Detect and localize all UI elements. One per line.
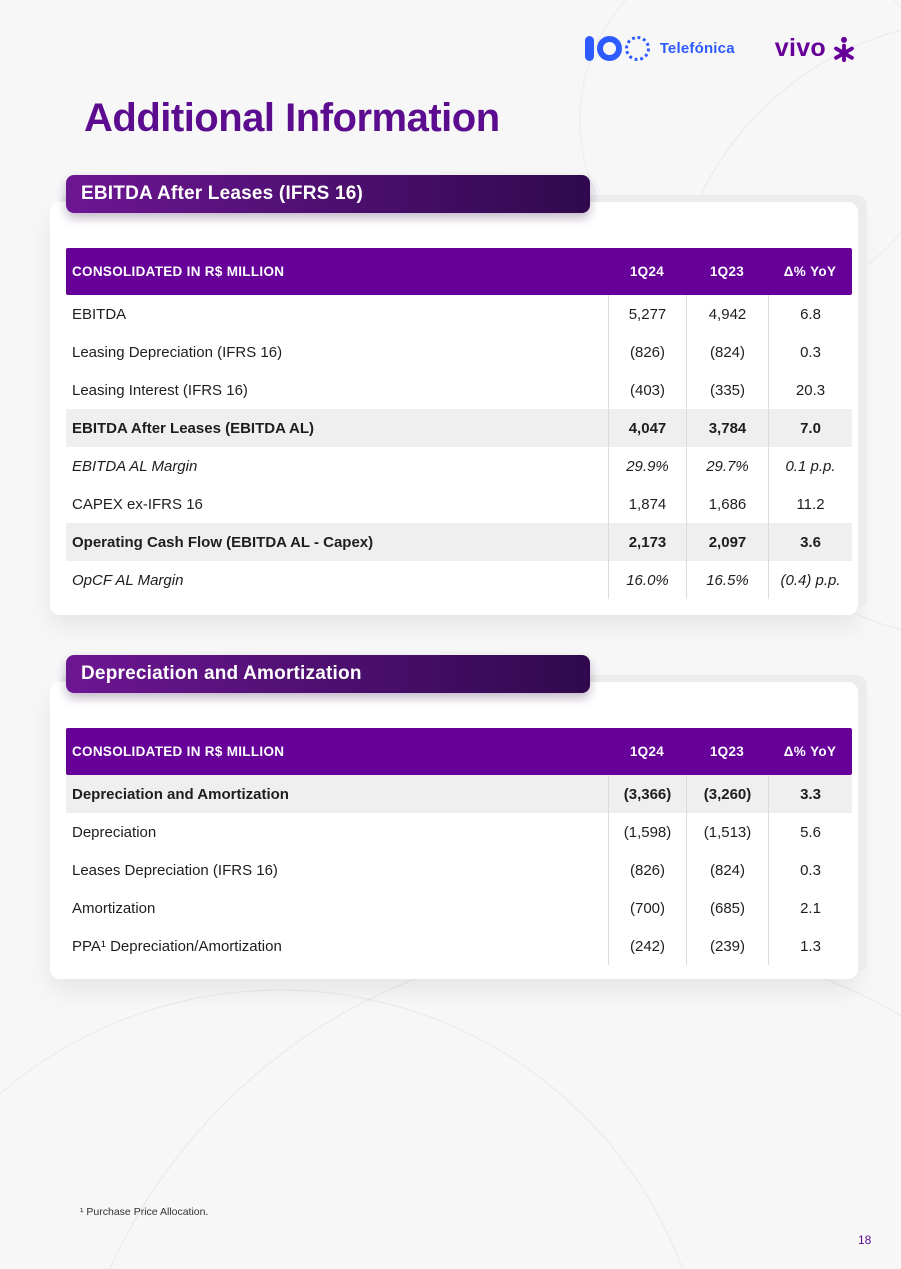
cell-value: (1,598) [608,813,686,851]
cell-value: 0.1 p.p. [768,447,852,485]
table-row: Operating Cash Flow (EBITDA AL - Capex) 2… [66,523,852,561]
cell-value: 1,874 [608,485,686,523]
cell-value: (3,366) [608,775,686,813]
cell-value: 5,277 [608,295,686,333]
row-label: EBITDA AL Margin [72,457,198,475]
ebitda-after-leases-table: CONSOLIDATED IN R$ MILLION 1Q24 1Q23 Δ% YoY… [66,248,852,599]
footnote: ¹ Purchase Price Allocation. [80,1206,209,1218]
row-label: Leases Depreciation (IFRS 16) [72,861,278,879]
row-label: EBITDA [72,305,127,323]
row-label: EBITDA After Leases (EBITDA AL) [72,419,314,437]
cell-value: (239) [686,927,768,965]
row-label: Leasing Interest (IFRS 16) [72,381,248,399]
cell-value: 11.2 [768,485,852,523]
cell-value: 29.7% [686,447,768,485]
cell-value: (335) [686,371,768,409]
cell-value: 0.3 [768,851,852,889]
banner-label: EBITDA After Leases (IFRS 16) [81,183,364,204]
vivo-person-icon [834,36,854,62]
cell-value: (826) [608,333,686,371]
cell-value: 20.3 [768,371,852,409]
cell-value: 1.3 [768,927,852,965]
telefonica-zero-solid [596,36,622,61]
cell-value: 1,686 [686,485,768,523]
row-label: PPA¹ Depreciation/Amortization [72,937,282,955]
column-header: CONSOLIDATED IN R$ MILLION [72,264,285,279]
ebitda-after-leases-card: CONSOLIDATED IN R$ MILLION 1Q24 1Q23 Δ% YoY… [50,202,858,615]
column-header: Δ% YoY [783,264,837,279]
cell-value: (0.4) p.p. [768,561,852,599]
cell-value: 16.5% [686,561,768,599]
row-label: Amortization [72,899,156,917]
column-header: 1Q24 [629,744,665,759]
cell-value: 4,942 [686,295,768,333]
table-row: OpCF AL Margin 16.0% 16.5% (0.4) p.p. [66,561,852,599]
cell-value: 0.3 [768,333,852,371]
table-row: Leasing Interest (IFRS 16) (403) (335) 20.3 [66,371,852,409]
cell-value: 3.3 [768,775,852,813]
telefonica-zero-dotted [624,36,650,61]
cell-value: 2,173 [608,523,686,561]
cell-value: 4,047 [608,409,686,447]
table-row: EBITDA After Leases (EBITDA AL) 4,047 3,78… [66,409,852,447]
table-header-row: CONSOLIDATED IN R$ MILLION 1Q24 1Q23 Δ% YoY [66,248,852,295]
page-number: 18 [858,1233,872,1247]
cell-value: 29.9% [608,447,686,485]
cell-value: 5.6 [768,813,852,851]
telefonica-wordmark: Telefónica [659,40,735,57]
table-row: Depreciation (1,598) (1,513) 5.6 [66,813,852,851]
table-row: Depreciation and Amortization (3,366) (3,2… [66,775,852,813]
telefonica-digit-one [584,36,594,61]
cell-value: (700) [608,889,686,927]
table-row: CAPEX ex-IFRS 16 1,874 1,686 11.2 [66,485,852,523]
ebitda-after-leases-banner: EBITDA After Leases (IFRS 16) [66,175,590,213]
row-label: Leasing Depreciation (IFRS 16) [72,343,283,361]
column-header: CONSOLIDATED IN R$ MILLION [72,744,285,759]
telefonica-logo: Telefónica [584,36,735,61]
row-label: Operating Cash Flow (EBITDA AL - Capex) [72,533,374,551]
cell-value: (242) [608,927,686,965]
depreciation-amortization-table: CONSOLIDATED IN R$ MILLION 1Q24 1Q23 Δ% YoY… [66,728,852,965]
cell-value: (824) [686,851,768,889]
table-row: EBITDA AL Margin 29.9% 29.7% 0.1 p.p. [66,447,852,485]
depreciation-amortization-card: CONSOLIDATED IN R$ MILLION 1Q24 1Q23 Δ% YoY… [50,682,858,979]
table-row: Leasing Depreciation (IFRS 16) (826) (824)… [66,333,852,371]
cell-value: (403) [608,371,686,409]
header-logos: Telefónica vivo [584,34,857,63]
banner-label: Depreciation and Amortization [81,663,362,684]
cell-value: 3.6 [768,523,852,561]
table-header-row: CONSOLIDATED IN R$ MILLION 1Q24 1Q23 Δ% YoY [66,728,852,775]
cell-value: 3,784 [686,409,768,447]
vivo-wordmark: vivo [774,34,826,62]
cell-value: 2,097 [686,523,768,561]
cell-value: (1,513) [686,813,768,851]
cell-value: (3,260) [686,775,768,813]
page-title: Additional Information [84,96,500,140]
cell-value: 7.0 [768,409,852,447]
table-row: Amortization (700) (685) 2.1 [66,889,852,927]
cell-value: 16.0% [608,561,686,599]
table-row: EBITDA 5,277 4,942 6.8 [66,295,852,333]
row-label: CAPEX ex-IFRS 16 [72,495,203,513]
cell-value: (685) [686,889,768,927]
cell-value: (826) [608,851,686,889]
row-label: Depreciation and Amortization [72,785,289,803]
column-header: 1Q23 [709,264,745,279]
row-label: OpCF AL Margin [72,571,184,589]
column-header: 1Q23 [709,744,745,759]
cell-value: 2.1 [768,889,852,927]
column-header: Δ% YoY [783,744,837,759]
vivo-logo: vivo [775,34,857,63]
cell-value: (824) [686,333,768,371]
depreciation-amortization-banner: Depreciation and Amortization [66,655,590,693]
row-label: Depreciation [72,823,157,841]
column-header: 1Q24 [629,264,665,279]
table-row: Leases Depreciation (IFRS 16) (826) (824) 0… [66,851,852,889]
cell-value: 6.8 [768,295,852,333]
table-row: PPA¹ Depreciation/Amortization (242) (239)… [66,927,852,965]
telefonica-100-icon [584,36,650,61]
